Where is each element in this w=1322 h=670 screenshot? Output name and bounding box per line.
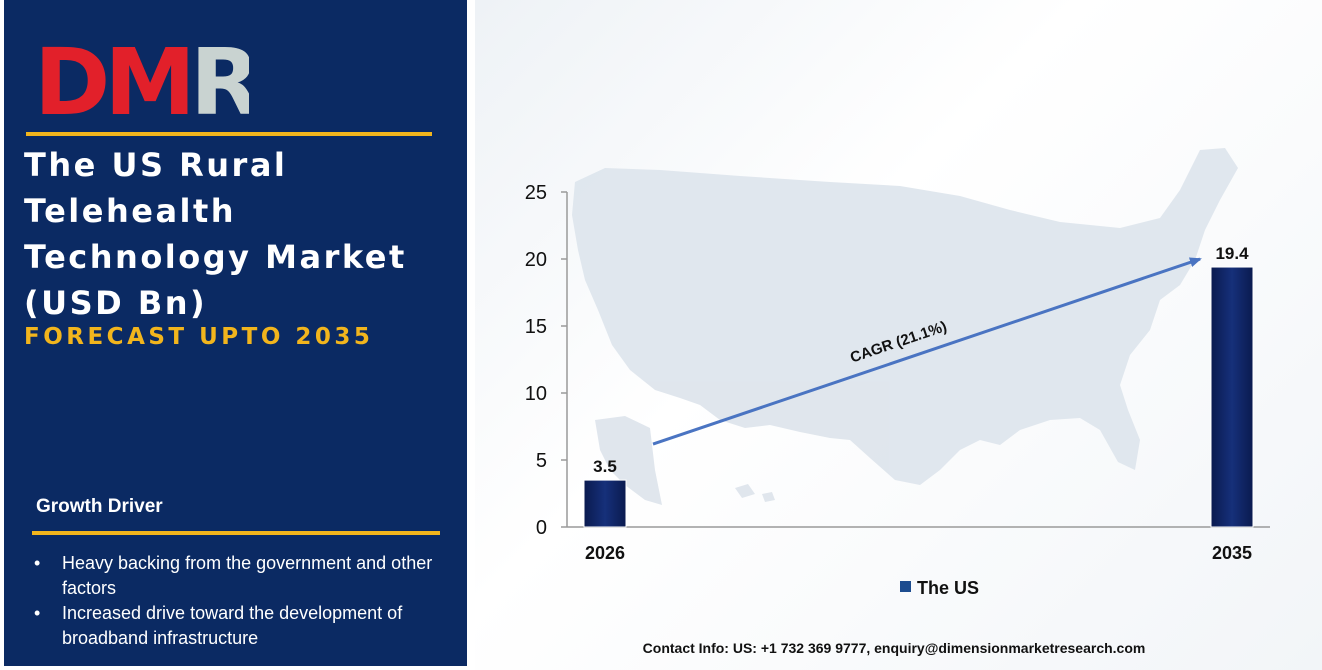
list-item: Heavy backing from the government and ot… — [34, 551, 444, 601]
title-divider — [26, 132, 432, 136]
title-line: (USD Bn) — [24, 284, 208, 322]
growth-driver-heading: Growth Driver — [36, 496, 163, 517]
legend-label: The US — [917, 578, 979, 598]
forecast-subtitle: FORECAST UPTO 2035 — [24, 324, 374, 350]
dmr-logo: DMR — [34, 36, 249, 122]
title-line: Technology Market — [24, 238, 407, 276]
bars — [583, 266, 1254, 528]
growth-driver-list: Heavy backing from the government and ot… — [34, 551, 444, 651]
y-tick-label: 10 — [525, 383, 547, 405]
y-axis: 0 5 10 15 20 25 — [525, 182, 1270, 539]
data-label: 19.4 — [1215, 244, 1249, 263]
title-line: Telehealth — [24, 192, 237, 230]
y-tick-label: 20 — [525, 249, 547, 271]
x-tick-label: 2035 — [1212, 543, 1252, 563]
title-line: The US Rural — [24, 146, 288, 184]
growth-driver-divider — [32, 531, 440, 535]
y-tick-label: 15 — [525, 316, 547, 338]
y-tick-label: 5 — [536, 450, 547, 472]
data-label: 3.5 — [593, 457, 617, 476]
logo-text: DMR — [34, 36, 249, 122]
legend: The US — [900, 578, 979, 598]
us-map-icon — [572, 148, 1238, 505]
contact-info: Contact Info: US: +1 732 369 9777, enqui… — [642, 640, 1146, 656]
x-tick-label: 2026 — [585, 543, 625, 563]
left-panel: DMR The US Rural Telehealth Technology M… — [4, 0, 467, 666]
page-title: The US Rural Telehealth Technology Marke… — [24, 142, 454, 326]
bar-2026 — [583, 479, 627, 528]
legend-swatch — [900, 581, 911, 592]
bar-2035 — [1210, 266, 1254, 528]
y-tick-label: 25 — [525, 182, 547, 204]
y-tick-label: 0 — [536, 517, 547, 539]
list-item: Increased drive toward the development o… — [34, 601, 444, 651]
cagr-arrow — [652, 257, 1202, 446]
